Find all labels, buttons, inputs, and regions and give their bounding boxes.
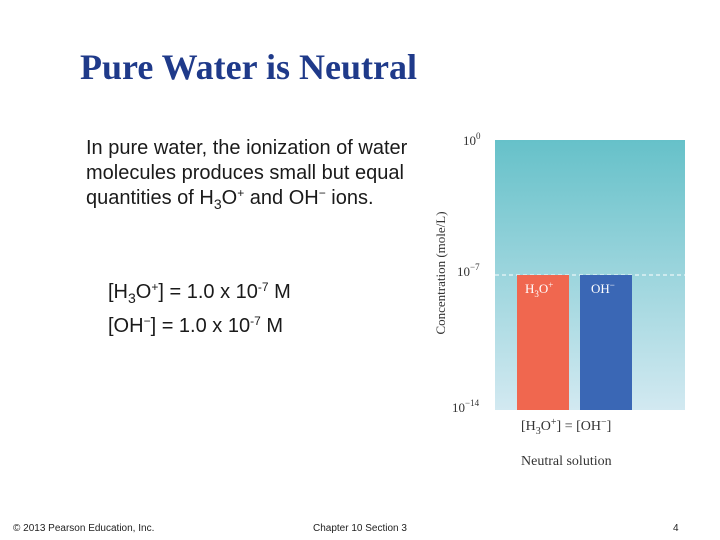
ytick-label-bottom: 10−14	[452, 398, 480, 415]
equation-hydronium: [H3O+] = 1.0 x 10-7 M	[108, 280, 291, 306]
eq2-exp: -7	[250, 314, 261, 328]
hydronium-sup: +	[237, 186, 245, 200]
eq1-unit: M	[268, 281, 291, 303]
equation-hydroxide: [OH−] = 1.0 x 10-7 M	[108, 314, 283, 338]
eq2-unit: M	[260, 315, 283, 337]
hydronium-o: O	[221, 187, 238, 209]
bar-label-hydroxide: OH−	[591, 280, 615, 296]
hydroxide-sup: −	[318, 186, 326, 200]
eq1-o: O	[135, 281, 152, 303]
equality-expression: [H3O+] = [OH−]	[521, 417, 611, 437]
ytick-label-mid: 10−7	[457, 262, 480, 279]
y-axis-label: Concentration (mole/L)	[433, 211, 448, 334]
eq2-sup: −	[143, 314, 151, 328]
eq2-right: ] = 1.0 x 10	[150, 315, 251, 337]
bar-hydroxide	[580, 275, 632, 410]
slide-title: Pure Water is Neutral	[80, 47, 417, 87]
intro-bold-term: pure water	[108, 137, 202, 159]
eq1-sub: 3	[128, 290, 136, 306]
eq1-sup: +	[151, 280, 159, 294]
eq2-left: [OH	[108, 315, 144, 337]
bar-label-hydronium: H3O+	[525, 280, 553, 299]
eq1-left: [H	[108, 281, 128, 303]
concentration-chart: 100 10−7 10−14 Concentration (mole/L) H3…	[433, 131, 685, 469]
bar-hydronium	[517, 275, 569, 410]
ytick-label-top: 100	[463, 131, 481, 148]
eq1-right: ] = 1.0 x 10	[158, 281, 258, 303]
footer-chapter: Chapter 10 Section 3	[313, 523, 407, 534]
footer-copyright: © 2013 Pearson Education, Inc.	[13, 523, 155, 534]
and-oh-text: and OH	[244, 187, 319, 209]
intro-prefix: In	[86, 137, 109, 159]
intro-rest: , the ionization of water molecules prod…	[86, 137, 408, 209]
hydronium-sub: 3	[213, 196, 222, 212]
footer-page-number: 4	[673, 523, 679, 534]
chart-caption: Neutral solution	[521, 454, 612, 469]
eq1-exp: -7	[257, 280, 269, 294]
ions-text: ions.	[325, 187, 374, 209]
intro-paragraph: In pure water, the ionization of water m…	[86, 136, 426, 213]
hydronium-h: H	[199, 187, 214, 209]
